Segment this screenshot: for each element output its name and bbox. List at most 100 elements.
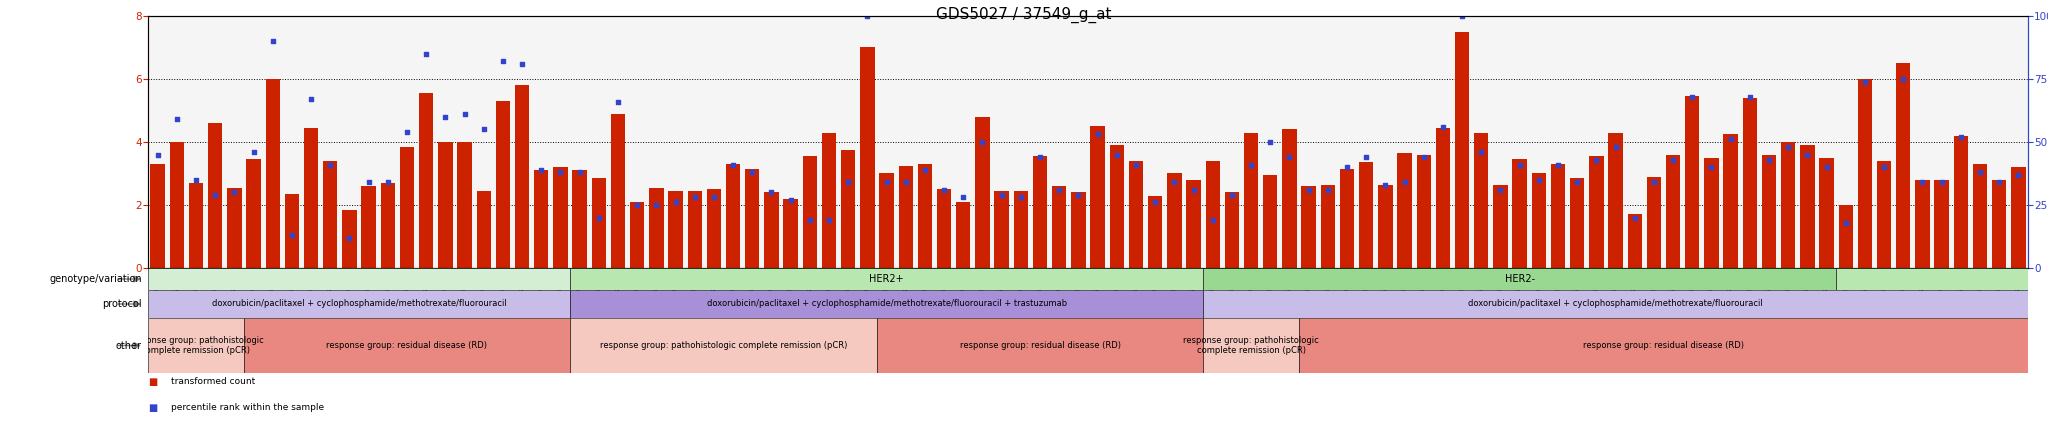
Point <box>1024 154 1057 160</box>
Point <box>1733 93 1765 100</box>
Point <box>852 13 885 19</box>
Bar <box>1876 161 1890 268</box>
Bar <box>147 290 569 318</box>
Point <box>1464 149 1497 156</box>
Point <box>1217 192 1249 198</box>
Bar <box>1397 153 1411 268</box>
Point <box>1925 179 1958 186</box>
Bar <box>1571 178 1585 268</box>
Bar <box>150 164 164 268</box>
Bar <box>1647 177 1661 268</box>
Text: other: other <box>117 341 141 351</box>
Point <box>909 166 942 173</box>
Point <box>1253 139 1286 146</box>
Point <box>1792 151 1825 158</box>
Point <box>371 179 403 186</box>
Bar <box>842 150 856 268</box>
Bar <box>1202 290 2028 318</box>
Point <box>621 202 653 209</box>
Bar <box>1589 156 1604 268</box>
Point <box>717 161 750 168</box>
Bar <box>1282 129 1296 268</box>
Bar <box>860 47 874 268</box>
Point <box>295 96 328 102</box>
Point <box>1907 179 1939 186</box>
Text: doxorubicin/paclitaxel + cyclophosphamide/methotrexate/fluorouracil + trastuzuma: doxorubicin/paclitaxel + cyclophosphamid… <box>707 299 1067 308</box>
Text: ■: ■ <box>147 377 158 387</box>
Bar <box>995 191 1010 268</box>
Bar <box>303 128 317 268</box>
Bar <box>1493 184 1507 268</box>
Bar <box>569 290 1202 318</box>
Point <box>506 60 539 67</box>
Bar <box>592 178 606 268</box>
Point <box>928 187 961 193</box>
Point <box>1120 161 1153 168</box>
Bar <box>1206 161 1221 268</box>
Point <box>1944 134 1976 140</box>
Bar <box>457 142 471 268</box>
Point <box>487 58 520 65</box>
Bar <box>227 188 242 268</box>
Text: GDS5027 / 37549_g_at: GDS5027 / 37549_g_at <box>936 6 1112 22</box>
Point <box>141 151 174 158</box>
Bar <box>1128 161 1143 268</box>
Point <box>1579 156 1612 163</box>
Bar <box>477 191 492 268</box>
Bar <box>1839 205 1853 268</box>
Bar <box>1436 128 1450 268</box>
Point <box>217 189 250 196</box>
Bar <box>1724 134 1739 268</box>
Bar <box>764 192 778 268</box>
Point <box>1503 161 1536 168</box>
Point <box>1638 179 1671 186</box>
Text: response group: pathohistologic
complete remission (pCR): response group: pathohistologic complete… <box>129 336 264 355</box>
Bar <box>668 191 682 268</box>
Bar <box>1071 192 1085 268</box>
Point <box>985 192 1018 198</box>
Point <box>1657 156 1690 163</box>
Bar <box>381 183 395 268</box>
Point <box>1714 136 1747 143</box>
Bar <box>803 156 817 268</box>
Bar <box>266 79 281 268</box>
Bar <box>918 164 932 268</box>
Point <box>1696 164 1729 170</box>
Bar <box>420 93 434 268</box>
Bar <box>745 169 760 268</box>
Point <box>467 126 500 133</box>
Bar <box>1511 159 1528 268</box>
Point <box>1675 93 1708 100</box>
Point <box>1157 179 1190 186</box>
Bar <box>1532 173 1546 268</box>
Text: protocol: protocol <box>102 299 141 309</box>
Point <box>1753 156 1786 163</box>
Bar <box>1915 180 1929 268</box>
Point <box>1407 154 1440 160</box>
Text: response group: pathohistologic complete remission (pCR): response group: pathohistologic complete… <box>600 341 848 350</box>
Point <box>1982 179 2015 186</box>
Bar <box>246 159 260 268</box>
Bar <box>1298 318 2028 373</box>
Bar <box>399 147 414 268</box>
Bar <box>1954 136 1968 268</box>
Point <box>1964 169 1997 176</box>
Point <box>1618 214 1651 221</box>
Point <box>1810 164 1843 170</box>
Point <box>391 129 424 135</box>
Point <box>793 217 825 223</box>
Point <box>1063 192 1096 198</box>
Bar <box>649 188 664 268</box>
Point <box>639 202 672 209</box>
Bar <box>170 142 184 268</box>
Point <box>1542 161 1575 168</box>
Point <box>1235 161 1268 168</box>
Bar <box>1761 154 1776 268</box>
Point <box>2003 171 2036 178</box>
Point <box>946 194 979 201</box>
Bar <box>1743 98 1757 268</box>
Text: transformed count: transformed count <box>170 377 254 386</box>
Bar <box>1186 180 1200 268</box>
Bar <box>975 117 989 268</box>
Bar <box>936 189 952 268</box>
